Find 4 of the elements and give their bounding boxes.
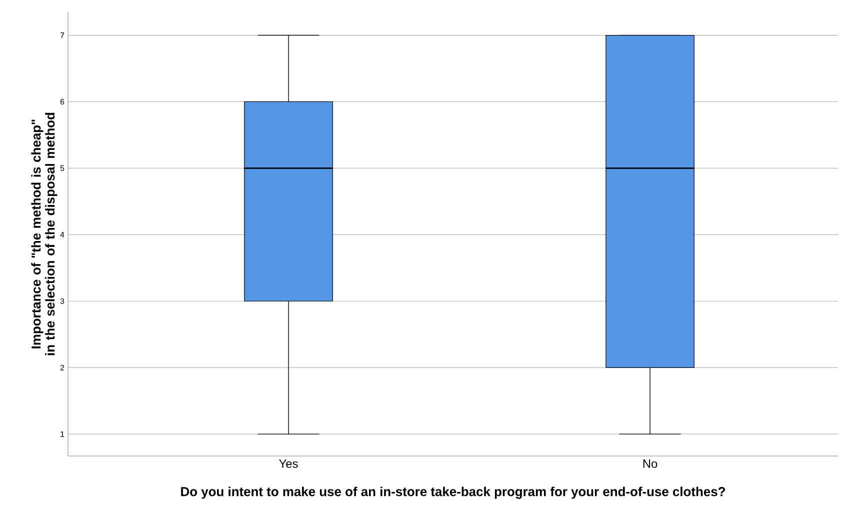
x-axis-title: Do you intent to make use of an in-store take-back program for your end-of-use clothes? (181, 486, 725, 499)
x-tick-label: Yes (279, 460, 298, 468)
y-axis-title: Importance of "the method is cheap" in the selection of the disposal method (31, 112, 58, 356)
x-tick-label: No (643, 460, 658, 468)
